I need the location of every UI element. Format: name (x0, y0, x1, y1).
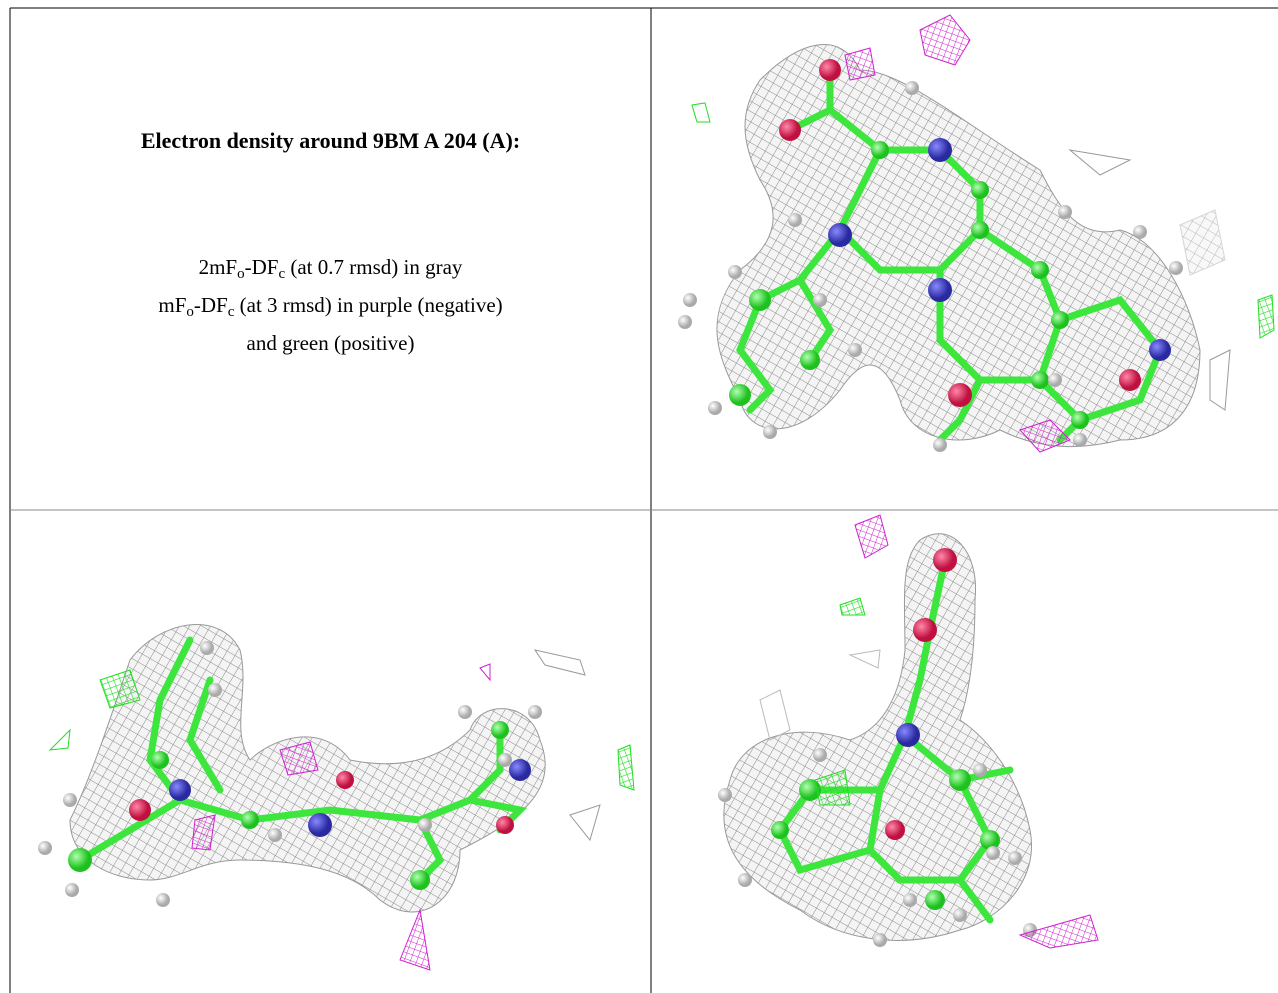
atoms (678, 59, 1183, 452)
subscript: c (227, 304, 235, 320)
caption-text: (at 0.7 rmsd) in gray (285, 255, 463, 279)
caption-text: mF (158, 293, 187, 317)
density-view-3 (718, 514, 1099, 949)
figure-title: Electron density around 9BM A 204 (A): (140, 128, 521, 153)
caption: 2mFo-DFc (at 0.7 rmsd) in gray mFo-DFc (a… (10, 248, 651, 362)
caption-text: -DF (244, 255, 279, 279)
density-view-2 (38, 624, 635, 971)
subscript: c (278, 266, 286, 282)
caption-text: (at 3 rmsd) in purple (negative) (234, 293, 503, 317)
subscript: o (186, 304, 194, 320)
caption-line: 2mFo-DFc (at 0.7 rmsd) in gray (10, 248, 651, 286)
subscript: o (237, 266, 245, 282)
legend-cell: Electron density around 9BM A 204 (A): 2… (10, 8, 651, 510)
caption-text: -DF (193, 293, 228, 317)
caption-line: mFo-DFc (at 3 rmsd) in purple (negative) (10, 286, 651, 324)
caption-line: and green (positive) (10, 324, 651, 362)
density-view-1 (678, 14, 1275, 453)
caption-text: and green (positive) (246, 331, 415, 355)
table-borders (9, 7, 1278, 993)
caption-text: 2mF (198, 255, 238, 279)
